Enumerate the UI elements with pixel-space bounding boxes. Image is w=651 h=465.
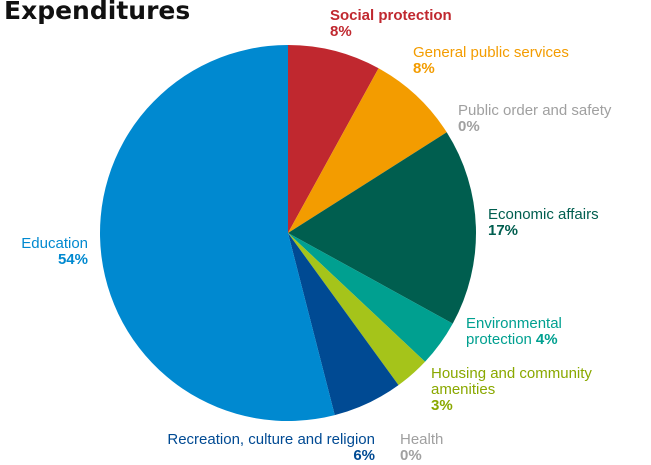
value-label: 54%	[57, 251, 88, 268]
category-name: Recreation, culture and religion	[167, 431, 375, 448]
pie-slice	[100, 45, 335, 421]
value-label: 8%	[413, 60, 435, 77]
pie-slice	[288, 45, 379, 233]
pie-slice	[288, 68, 447, 234]
category-name: General public services	[413, 44, 569, 61]
value-label: 0%	[400, 447, 422, 464]
category-name: Housing and community amenities	[431, 365, 592, 398]
category-name: Health	[400, 431, 444, 448]
slice-label: Health 0%	[400, 432, 480, 464]
slice-label: Economic affairs 17%	[488, 207, 648, 239]
value-label: 17%	[488, 222, 519, 239]
slice-label: Public order and safety 0%	[458, 103, 648, 135]
pie-slice	[288, 233, 399, 416]
pie-slice	[288, 233, 426, 386]
slice-label: General public services 8%	[413, 45, 633, 77]
slice-label: Recreation, culture and religion 6%	[75, 432, 375, 464]
category-name: Economic affairs	[488, 206, 599, 223]
category-name: Public order and safety	[458, 102, 612, 119]
pie-slice	[288, 132, 476, 324]
category-name: Education	[21, 235, 88, 252]
slice-label: Housing and community amenities 3%	[431, 366, 636, 414]
slice-label: Social protection 8%	[330, 8, 530, 40]
chart-title: Expenditures	[4, 0, 191, 25]
value-label: 8%	[330, 23, 352, 40]
value-label: 4%	[535, 331, 558, 348]
value-label: 6%	[353, 447, 375, 464]
slice-label: Education 54%	[0, 236, 88, 268]
category-name: Social protection	[330, 7, 452, 24]
slice-label: Environmental protection 4%	[466, 316, 591, 348]
value-label: 3%	[431, 397, 453, 414]
category-name: Environmental protection	[466, 315, 562, 348]
pie-slice	[288, 233, 453, 362]
value-label: 0%	[458, 118, 480, 135]
